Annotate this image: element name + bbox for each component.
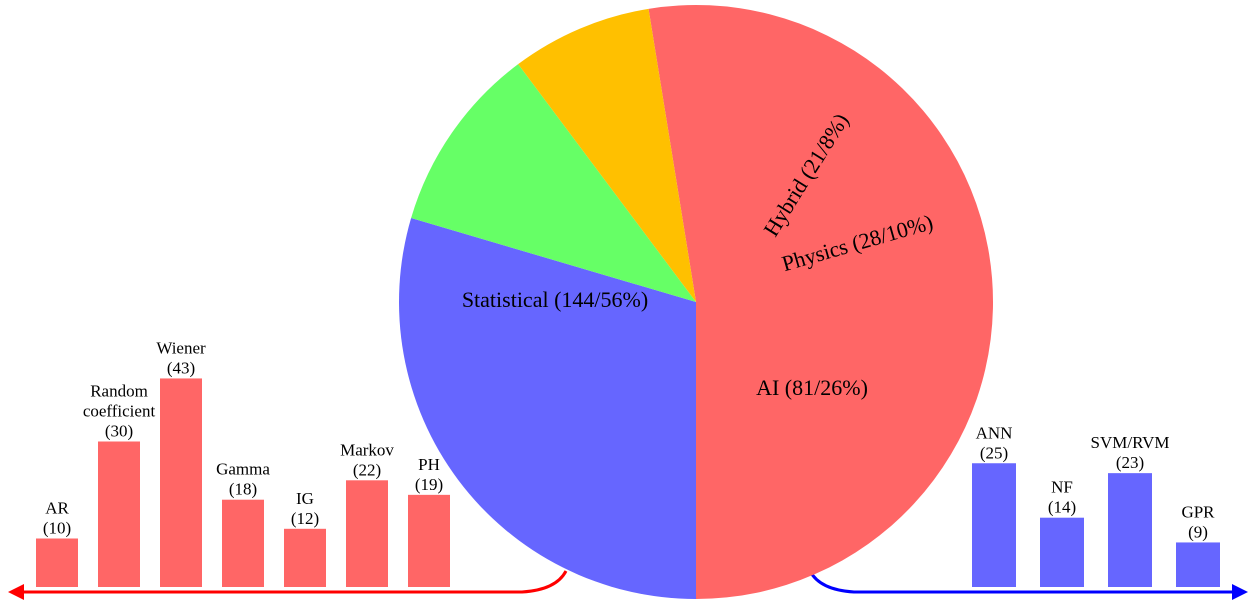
pie-slice-statistical [648, 4, 994, 599]
ai-value-label-3: (9) [1188, 522, 1208, 541]
ai-value-label-2: (23) [1116, 453, 1144, 472]
statistical-bar-1 [98, 441, 140, 587]
statistical-bar-6 [408, 494, 450, 587]
pie-slice-ai [399, 218, 696, 599]
statistical-category-label-2: Wiener [156, 338, 206, 357]
statistical-value-label-5: (22) [353, 460, 381, 479]
statistical-value-label-3: (18) [229, 480, 257, 499]
statistical-bar-2 [160, 378, 202, 587]
statistical-value-label-1: (30) [105, 422, 133, 441]
ai-bar-2 [1108, 473, 1152, 587]
pie-slice-hybrid [518, 8, 696, 302]
statistical-category-label-4: IG [296, 489, 314, 508]
ai-value-label-1: (14) [1048, 498, 1076, 517]
pie-label-statistical: Statistical (144/56%) [462, 287, 648, 312]
statistical-category-label-1-line-1: coefficient [83, 402, 156, 421]
statistical-bar-3 [222, 499, 264, 587]
statistical-value-label-6: (19) [415, 475, 443, 494]
statistical-category-label-6: PH [418, 455, 440, 474]
ai-bar-0 [972, 463, 1016, 587]
statistical-category-label-1-line-0: Random [90, 382, 148, 401]
statistical-category-label-0: AR [45, 499, 69, 518]
ai-category-label-1: NF [1051, 478, 1073, 497]
statistical-value-label-0: (10) [43, 519, 71, 538]
statistical-category-label-3: Gamma [216, 460, 270, 479]
pie-slice-physics [411, 64, 696, 303]
ai-category-label-3: GPR [1181, 502, 1215, 521]
left-arrowhead [8, 584, 24, 600]
right-connector-line [808, 570, 1234, 594]
right-arrowhead [1232, 584, 1248, 600]
statistical-value-label-4: (12) [291, 509, 319, 528]
left-connector-line [22, 570, 568, 594]
ai-category-label-2: SVM/RVM [1091, 433, 1170, 452]
ai-bar-1 [1040, 517, 1084, 587]
ai-value-label-0: (25) [980, 443, 1008, 462]
statistical-value-label-2: (43) [167, 358, 195, 377]
statistical-bar-5 [346, 480, 388, 587]
statistical-category-label-5: Markov [340, 440, 394, 459]
ai-bar-3 [1176, 542, 1220, 587]
statistical-bar-0 [36, 538, 78, 587]
ai-category-label-0: ANN [976, 423, 1013, 442]
pie-label-ai: AI (81/26%) [756, 375, 868, 400]
statistical-bar-4 [284, 528, 326, 587]
